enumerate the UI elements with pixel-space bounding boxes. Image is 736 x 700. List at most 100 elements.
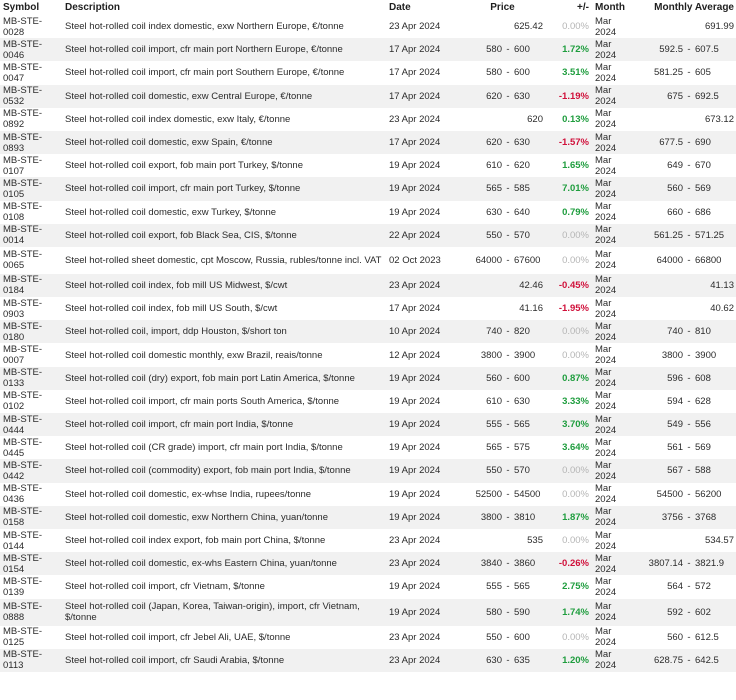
avg-high-cell: 692.5 xyxy=(695,84,736,108)
description-cell: Steel hot-rolled coil (CR grade) import,… xyxy=(65,442,343,454)
price-high-cell: 630 xyxy=(514,395,530,407)
date-cell: 23 Apr 2024 xyxy=(389,113,441,125)
symbol-cell: MB-STE-0442 xyxy=(0,459,62,483)
symbol-cell: MB-STE-0046 xyxy=(0,38,62,62)
header-date[interactable]: Date xyxy=(389,2,411,13)
avg-high-cell: 556 xyxy=(695,413,736,437)
table-row[interactable]: MB-STE-0444 Steel hot-rolled coil import,… xyxy=(0,413,736,437)
symbol-cell: MB-STE-0105 xyxy=(0,177,62,201)
date-cell: 19 Apr 2024 xyxy=(386,177,459,201)
change-cell: 1.74% xyxy=(546,598,592,626)
price-dash: - xyxy=(506,442,510,454)
table-row[interactable]: MB-STE-0125 Steel hot-rolled coil import,… xyxy=(0,626,736,649)
header-description[interactable]: Description xyxy=(65,2,121,13)
avg-cell: 41.13 xyxy=(637,273,736,298)
symbol-cell: MB-STE-0436 xyxy=(3,483,43,506)
table-row[interactable]: MB-STE-0180 Steel hot-rolled coil, import… xyxy=(0,320,736,344)
avg-low-cell: 560 xyxy=(667,631,683,643)
table-row[interactable]: MB-STE-0903 Steel hot-rolled coil index, … xyxy=(0,297,736,320)
date-cell: 17 Apr 2024 xyxy=(389,303,441,315)
table-row[interactable]: MB-STE-0445 Steel hot-rolled coil (CR gra… xyxy=(0,436,736,459)
price-low-cell: 560 xyxy=(459,366,502,390)
price-dash: - xyxy=(502,84,514,108)
table-row[interactable]: MB-STE-0893 Steel hot-rolled coil domesti… xyxy=(0,130,736,155)
table-row[interactable]: MB-STE-0184 Steel hot-rolled coil index, … xyxy=(0,273,736,298)
table-row[interactable]: MB-STE-0102 Steel hot-rolled coil import,… xyxy=(0,390,736,413)
description-cell: Steel hot-rolled coil import, cfr main p… xyxy=(65,395,340,407)
date-cell: 17 Apr 2024 xyxy=(389,67,441,79)
price-high-cell: 600 xyxy=(514,38,546,62)
date-cell: 19 Apr 2024 xyxy=(389,581,441,593)
change-cell: 0.00% xyxy=(546,223,592,247)
symbol-cell: MB-STE-0144 xyxy=(3,529,43,552)
table-row[interactable]: MB-STE-0108 Steel hot-rolled coil domesti… xyxy=(0,201,736,224)
table-row[interactable]: MB-STE-0065 Steel hot-rolled sheet domest… xyxy=(0,247,736,274)
avg-high-cell: 3900 xyxy=(695,349,717,361)
price-high-cell: 600 xyxy=(514,631,530,643)
price-dash: - xyxy=(502,552,514,576)
table-row[interactable]: MB-STE-0007 Steel hot-rolled coil domesti… xyxy=(0,343,736,366)
change-cell: 3.33% xyxy=(562,395,589,407)
date-cell: 19 Apr 2024 xyxy=(389,160,441,172)
description-cell: Steel hot-rolled coil domestic, exw Spai… xyxy=(62,130,386,155)
table-row[interactable]: MB-STE-0144 Steel hot-rolled coil index e… xyxy=(0,529,736,552)
symbol-cell: MB-STE-0007 xyxy=(3,344,43,367)
month-cell: Mar 2024 xyxy=(595,297,617,320)
table-row[interactable]: MB-STE-0047 Steel hot-rolled coil import,… xyxy=(0,61,736,84)
description-cell: Steel hot-rolled coil index domestic, ex… xyxy=(65,113,291,125)
header-symbol[interactable]: Symbol xyxy=(3,2,40,13)
avg-high-cell: 571.25 xyxy=(695,223,736,247)
avg-high-cell: 3768 xyxy=(695,505,736,529)
change-cell: 0.00% xyxy=(562,349,589,361)
change-cell: 1.72% xyxy=(546,38,592,62)
symbol-cell: MB-STE-0903 xyxy=(3,297,43,320)
table-row[interactable]: MB-STE-0014 Steel hot-rolled coil export,… xyxy=(0,223,736,247)
table-row[interactable]: MB-STE-0532 Steel hot-rolled coil domesti… xyxy=(0,84,736,108)
avg-low-cell: 596 xyxy=(637,366,683,390)
table-row[interactable]: MB-STE-0107 Steel hot-rolled coil export,… xyxy=(0,154,736,177)
header-month[interactable]: Month xyxy=(595,2,625,13)
change-cell: -1.95% xyxy=(558,303,589,315)
date-cell: 19 Apr 2024 xyxy=(389,488,441,500)
avg-low-cell: 581.25 xyxy=(653,67,683,79)
change-cell: -0.26% xyxy=(546,552,592,576)
avg-low-cell: 561.25 xyxy=(637,223,683,247)
avg-high-cell: 66800 xyxy=(695,254,722,266)
header-change[interactable]: +/- xyxy=(577,2,589,13)
change-cell: 3.51% xyxy=(562,67,589,79)
table-row[interactable]: MB-STE-0436 Steel hot-rolled coil domesti… xyxy=(0,483,736,506)
table-row[interactable]: MB-STE-0046 Steel hot-rolled coil import,… xyxy=(0,38,736,62)
table-row[interactable]: MB-STE-0113 Steel hot-rolled coil import,… xyxy=(0,648,736,672)
avg-dash: - xyxy=(683,177,695,201)
header-price[interactable]: Price xyxy=(490,2,515,13)
symbol-cell: MB-STE-0113 xyxy=(0,648,62,672)
table-row[interactable]: MB-STE-0888 Steel hot-rolled coil (Japan,… xyxy=(0,598,736,626)
table-row[interactable]: MB-STE-0892 Steel hot-rolled coil index d… xyxy=(0,108,736,131)
change-cell: 1.20% xyxy=(546,648,592,672)
date-cell: 17 Apr 2024 xyxy=(386,84,459,108)
symbol-cell: MB-STE-0102 xyxy=(3,390,43,413)
avg-dash: - xyxy=(687,206,691,218)
price-low-cell: 550 xyxy=(459,223,502,247)
price-low-cell: 550 xyxy=(486,631,502,643)
month-cell: Mar 2024 xyxy=(592,648,637,672)
month-cell: Mar 2024 xyxy=(592,459,637,483)
price-low-cell: 3800 xyxy=(459,505,502,529)
table-row[interactable]: MB-STE-0028 Steel hot-rolled coil index d… xyxy=(0,15,736,38)
avg-high-cell: 642.5 xyxy=(695,648,736,672)
price-dash: - xyxy=(502,413,514,437)
table-row[interactable]: MB-STE-0158 Steel hot-rolled coil domesti… xyxy=(0,505,736,529)
symbol-cell: MB-STE-0154 xyxy=(0,552,62,576)
table-row[interactable]: MB-STE-0139 Steel hot-rolled coil import,… xyxy=(0,575,736,598)
table-row[interactable]: MB-STE-0154 Steel hot-rolled coil domesti… xyxy=(0,552,736,576)
table-row[interactable]: MB-STE-0442 Steel hot-rolled coil (commod… xyxy=(0,459,736,483)
table-row[interactable]: MB-STE-0133 Steel hot-rolled coil (dry) e… xyxy=(0,366,736,390)
header-monthly-average[interactable]: Monthly Average xyxy=(654,2,734,13)
price-low-cell: 52500 xyxy=(475,488,502,500)
avg-dash: - xyxy=(683,505,695,529)
price-dash: - xyxy=(506,206,510,218)
avg-dash: - xyxy=(683,130,695,155)
table-row[interactable]: MB-STE-0105 Steel hot-rolled coil import,… xyxy=(0,177,736,201)
avg-dash: - xyxy=(687,254,691,266)
avg-low-cell: 592.5 xyxy=(637,38,683,62)
